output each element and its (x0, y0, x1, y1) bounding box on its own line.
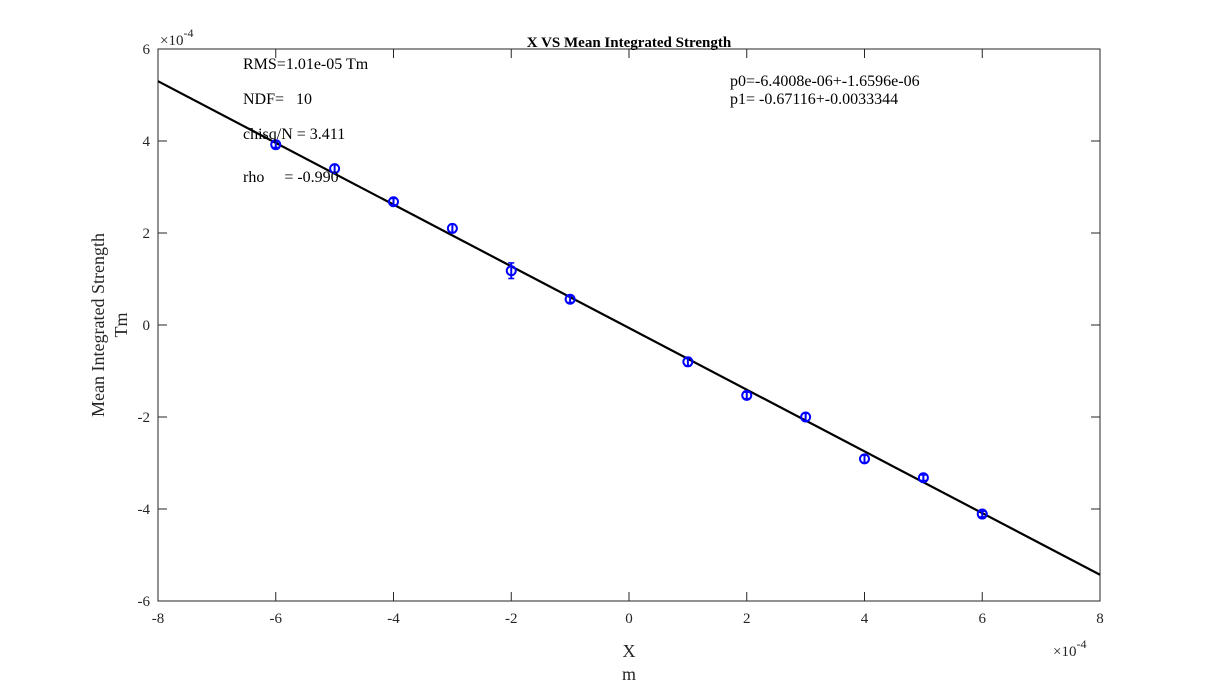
data-points-layer (270, 139, 988, 520)
y-tick-label: -6 (138, 594, 151, 610)
fit-line-layer (157, 80, 1101, 576)
data-point (564, 293, 576, 305)
x-exponent: ×10-4 (1053, 637, 1086, 660)
y-tick-label: 0 (143, 318, 151, 334)
chart-title: X VS Mean Integrated Strength (527, 35, 732, 51)
x-tick-label: 4 (861, 611, 869, 627)
data-point (859, 453, 870, 465)
x-tick-label: 0 (625, 611, 633, 627)
data-point (917, 472, 929, 484)
x-axis-label: X (623, 641, 636, 661)
annotation-p0: p0=-6.4008e-06+-1.6596e-06 (730, 73, 920, 90)
data-point (682, 356, 694, 368)
x-tick-label: -6 (270, 611, 283, 627)
y-axis-label: Mean Integrated Strength (88, 233, 108, 417)
y-tick-label: 6 (143, 42, 151, 58)
x-tick-label: -4 (387, 611, 400, 627)
annotation-p1: p1= -0.67116+-0.0033344 (730, 91, 898, 108)
data-point (270, 139, 282, 151)
y-tick-label: 4 (143, 134, 151, 150)
data-point (505, 265, 517, 277)
annotation-rho: rho = -0.990 (243, 169, 339, 186)
annotation-rms: RMS=1.01e-05 Tm (243, 56, 369, 73)
fit-line (157, 80, 1101, 576)
x-tick-label: 2 (743, 611, 751, 627)
data-point (741, 389, 753, 401)
x-tick-label: -8 (152, 611, 165, 627)
y-exponent: ×10-4 (160, 26, 193, 49)
data-point (446, 222, 458, 234)
data-point (388, 196, 399, 208)
x-tick-label: 6 (979, 611, 987, 627)
y-axis-unit: Tm (111, 313, 131, 338)
x-tick-label: -2 (505, 611, 518, 627)
plot-area (157, 48, 1101, 602)
y-tick-label: -2 (138, 410, 151, 426)
x-tick-label: 8 (1096, 611, 1104, 627)
y-tick-label: -4 (138, 502, 151, 518)
annotation-chisq: chisq/N = 3.411 (243, 126, 345, 143)
data-point (800, 411, 812, 423)
y-tick-label: 2 (143, 226, 151, 242)
annotation-ndf: NDF= 10 (243, 91, 312, 108)
data-point (976, 508, 988, 520)
x-axis-unit: m (622, 664, 636, 684)
data-point (329, 163, 341, 175)
